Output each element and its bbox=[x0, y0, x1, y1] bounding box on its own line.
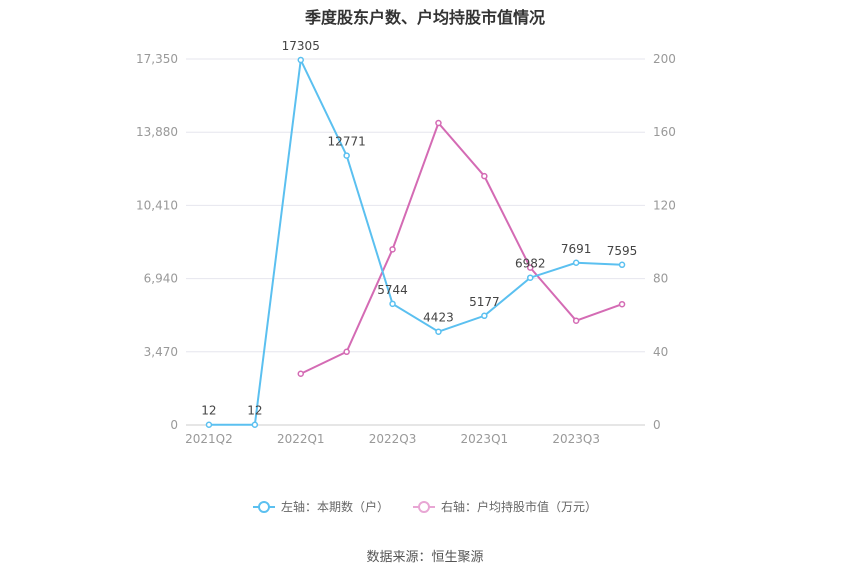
left-axis-tick-label: 13,880 bbox=[136, 125, 178, 139]
right-axis-tick-label: 200 bbox=[653, 52, 676, 66]
right-axis-tick-label: 160 bbox=[653, 125, 676, 139]
left-series-point bbox=[297, 56, 304, 64]
x-axis-tick-label: 2023Q1 bbox=[461, 432, 509, 446]
left-series-data-label: 6982 bbox=[515, 257, 546, 271]
legend-swatch-left-icon bbox=[252, 500, 275, 514]
right-axis-tick-label: 80 bbox=[653, 272, 668, 286]
right-series-point bbox=[618, 300, 626, 308]
left-series-point bbox=[527, 274, 534, 281]
right-series-point bbox=[481, 172, 488, 180]
chart-legend: 左轴：本期数（户） 右轴：户均持股市值（万元） bbox=[0, 498, 850, 515]
right-series-point bbox=[297, 370, 304, 378]
x-axis-tick-label: 2022Q3 bbox=[369, 432, 417, 446]
left-series-data-label: 12 bbox=[201, 404, 216, 418]
left-series-data-label: 7691 bbox=[561, 242, 592, 256]
left-series-point bbox=[481, 312, 488, 320]
left-series-data-label: 7595 bbox=[607, 244, 638, 258]
legend-swatch-right-icon bbox=[413, 500, 435, 514]
chart-plot: 0 3,470 6,940 10,410 13,880 17,350 0 40 80 120 160… bbox=[136, 39, 676, 446]
left-axis-tick-label: 3,470 bbox=[144, 345, 178, 359]
left-axis-tick-label: 17,350 bbox=[136, 52, 178, 66]
x-axis-tick-label: 2021Q2 bbox=[185, 432, 233, 446]
left-series-line bbox=[208, 56, 623, 426]
left-series-point bbox=[618, 261, 626, 269]
right-series-point bbox=[389, 246, 396, 253]
left-series-data-label: 17305 bbox=[282, 39, 320, 53]
right-series-line bbox=[300, 121, 623, 375]
left-series-data-label: 12 bbox=[247, 404, 262, 418]
left-series-point bbox=[205, 421, 213, 428]
x-axis-tick-label: 2023Q3 bbox=[552, 432, 600, 446]
right-axis-tick-label: 120 bbox=[653, 198, 676, 212]
left-series-point bbox=[435, 328, 442, 335]
right-series-point bbox=[527, 264, 534, 271]
legend-item-left-series[interactable]: 左轴：本期数（户） bbox=[252, 498, 389, 515]
left-series-point bbox=[251, 421, 259, 428]
right-series-point bbox=[343, 348, 350, 356]
legend-item-right-series[interactable]: 右轴：户均持股市值（万元） bbox=[413, 498, 597, 515]
left-series-data-label: 5744 bbox=[377, 283, 408, 297]
right-axis-tick-label: 40 bbox=[653, 345, 668, 359]
left-series-data-label: 12771 bbox=[328, 135, 366, 149]
left-series-point bbox=[572, 259, 580, 267]
x-axis-tick-label: 2022Q1 bbox=[277, 432, 325, 446]
data-source-note: 数据来源：恒生聚源 bbox=[366, 550, 484, 565]
right-axis-tick-label: 0 bbox=[653, 418, 661, 432]
left-axis-tick-label: 6,940 bbox=[144, 272, 178, 286]
left-series-data-label: 4423 bbox=[423, 311, 454, 325]
left-axis-tick-label: 0 bbox=[170, 418, 178, 432]
right-series-point bbox=[435, 119, 442, 127]
legend-label-left-series: 左轴：本期数（户） bbox=[280, 500, 389, 514]
left-series-data-label: 5177 bbox=[469, 295, 500, 309]
left-series-point bbox=[343, 152, 350, 159]
right-series-point bbox=[572, 317, 580, 324]
legend-label-right-series: 右轴：户均持股市值（万元） bbox=[441, 500, 598, 514]
left-axis-tick-label: 10,410 bbox=[136, 198, 178, 212]
left-series-point bbox=[389, 300, 396, 308]
chart-title: 季度股东户数、户均持股市值情况 bbox=[304, 8, 545, 27]
